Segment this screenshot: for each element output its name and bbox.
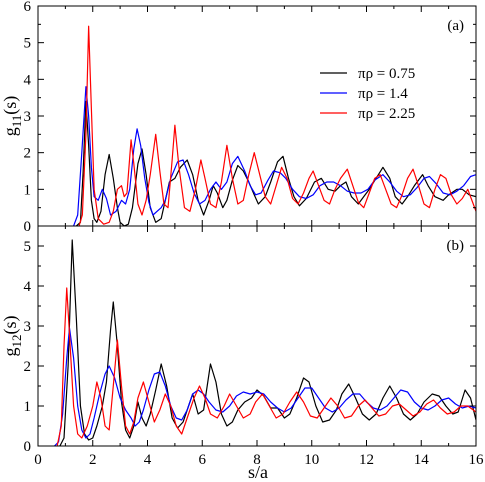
series-line-3 xyxy=(78,25,476,226)
y-tick-label: 6 xyxy=(24,0,32,15)
x-tick-label: 8 xyxy=(253,452,261,468)
y-tick-label: 2 xyxy=(24,359,32,375)
x-axis-title: s/a xyxy=(248,462,268,482)
y-tick-label: 2 xyxy=(24,146,32,162)
x-tick-label: 2 xyxy=(89,452,97,468)
x-tick-label: 12 xyxy=(359,452,374,468)
x-tick-label: 0 xyxy=(34,452,42,468)
y-axis-title: g12(s) xyxy=(0,316,24,357)
y-tick-label: 4 xyxy=(24,72,32,88)
y-tick-label: 3 xyxy=(24,109,32,125)
panel-label: (b) xyxy=(447,238,465,254)
legend: πρ = 0.75 πρ = 1.4 πρ = 2.25 xyxy=(320,66,415,122)
x-tick-label: 14 xyxy=(414,452,430,468)
legend-label-1: πρ = 0.75 xyxy=(358,66,415,82)
y-tick-label: 1 xyxy=(24,182,32,198)
legend-label-2: πρ = 1.4 xyxy=(358,86,408,102)
y-tick-label: 0 xyxy=(24,219,32,235)
x-tick-label: 10 xyxy=(304,452,319,468)
y-tick-label: 3 xyxy=(24,319,32,335)
y-axis-title: g11(s) xyxy=(0,96,24,137)
x-tick-label: 6 xyxy=(199,452,207,468)
y-tick-label: 1 xyxy=(24,399,32,415)
y-tick-label: 5 xyxy=(24,239,32,255)
series-group xyxy=(73,25,476,226)
series-line-1 xyxy=(75,100,476,226)
y-tick-label: 4 xyxy=(24,279,32,295)
y-tick-label: 0 xyxy=(24,439,32,455)
series-line-1 xyxy=(59,239,476,446)
series-line-3 xyxy=(56,287,476,446)
x-tick-label: 16 xyxy=(469,452,485,468)
legend-label-3: πρ = 2.25 xyxy=(358,106,415,122)
panel-a: 0 1 2 3 4 5 6 g11(s) (a) πρ = 0.75 πρ = 1.4 πρ = 2.… xyxy=(0,0,477,235)
series-line-2 xyxy=(73,86,476,226)
panel-label: (a) xyxy=(447,18,464,34)
series-group xyxy=(54,239,476,446)
x-tick-label: 4 xyxy=(144,452,152,468)
y-tick-label: 5 xyxy=(24,36,32,52)
